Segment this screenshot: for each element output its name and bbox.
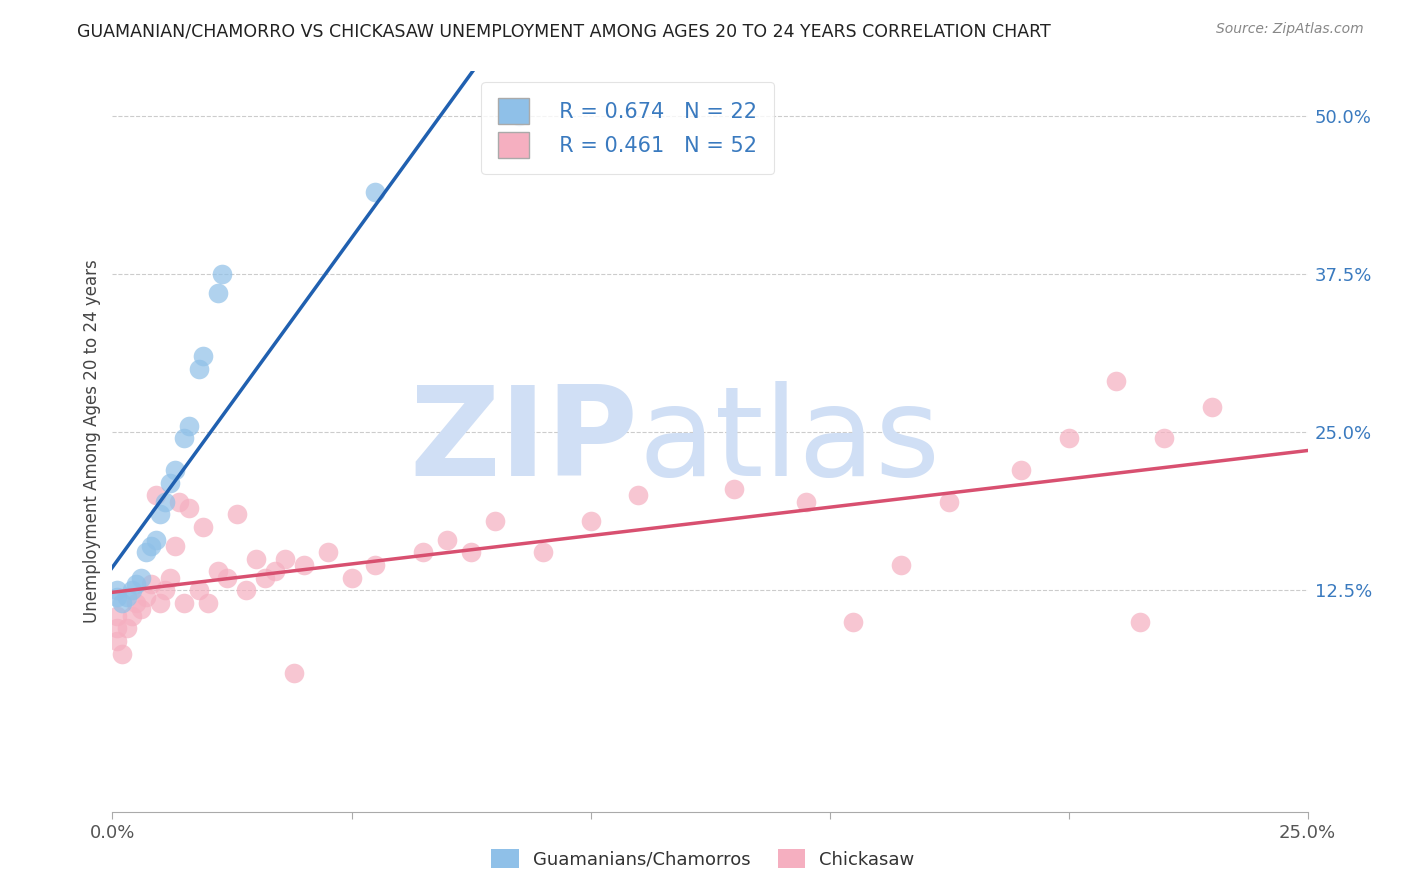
Point [364,185,387,199]
Point [316,545,339,559]
Point [187,583,209,598]
Point [211,267,233,281]
Text: ZIP: ZIP [409,381,638,502]
Point [723,482,745,496]
Point [105,608,128,623]
Point [177,500,200,515]
Point [105,633,128,648]
Point [125,596,148,610]
Text: GUAMANIAN/CHAMORRO VS CHICKASAW UNEMPLOYMENT AMONG AGES 20 TO 24 YEARS CORRELATI: GUAMANIAN/CHAMORRO VS CHICKASAW UNEMPLOY… [77,22,1052,40]
Point [153,494,176,508]
Point [508,109,530,123]
Point [193,349,215,363]
Point [245,551,267,566]
Point [187,361,209,376]
Point [225,508,247,522]
Point [129,571,152,585]
Y-axis label: Unemployment Among Ages 20 to 24 years: Unemployment Among Ages 20 to 24 years [83,260,101,624]
Point [153,583,176,598]
Point [149,596,172,610]
Point [283,665,305,680]
Point [1010,463,1032,477]
Point [159,571,181,585]
Point [217,571,239,585]
Point [938,494,960,508]
Point [264,564,287,578]
Point [1105,375,1128,389]
Point [173,431,195,445]
Point [207,285,229,300]
Point [1129,615,1152,629]
Point [436,533,458,547]
Point [169,494,191,508]
Legend:   R = 0.674   N = 22,   R = 0.461   N = 52: R = 0.674 N = 22, R = 0.461 N = 52 [481,82,773,174]
Point [105,583,128,598]
Point [105,590,128,604]
Point [794,494,817,508]
Legend: Guamanians/Chamorros, Chickasaw: Guamanians/Chamorros, Chickasaw [484,842,922,876]
Point [145,533,167,547]
Point [193,520,215,534]
Point [163,463,186,477]
Point [115,590,138,604]
Point [235,583,257,598]
Text: atlas: atlas [638,381,941,502]
Point [207,564,229,578]
Text: Source: ZipAtlas.com: Source: ZipAtlas.com [1216,22,1364,37]
Point [412,545,434,559]
Point [177,418,200,433]
Point [121,583,143,598]
Point [531,545,554,559]
Point [159,475,181,490]
Point [1201,400,1223,414]
Point [292,558,315,572]
Point [139,577,162,591]
Point [484,514,506,528]
Point [460,545,482,559]
Point [890,558,912,572]
Point [125,577,148,591]
Point [139,539,162,553]
Point [149,508,172,522]
Point [121,608,143,623]
Point [105,621,128,635]
Point [135,545,157,559]
Point [627,488,650,502]
Point [129,602,152,616]
Point [254,571,277,585]
Point [145,488,167,502]
Point [340,571,363,585]
Point [842,615,865,629]
Point [111,596,134,610]
Point [197,596,219,610]
Point [115,621,138,635]
Point [173,596,195,610]
Point [1057,431,1080,445]
Point [1153,431,1175,445]
Point [163,539,186,553]
Point [273,551,295,566]
Point [364,558,387,572]
Point [579,514,602,528]
Point [111,647,134,661]
Point [135,590,157,604]
